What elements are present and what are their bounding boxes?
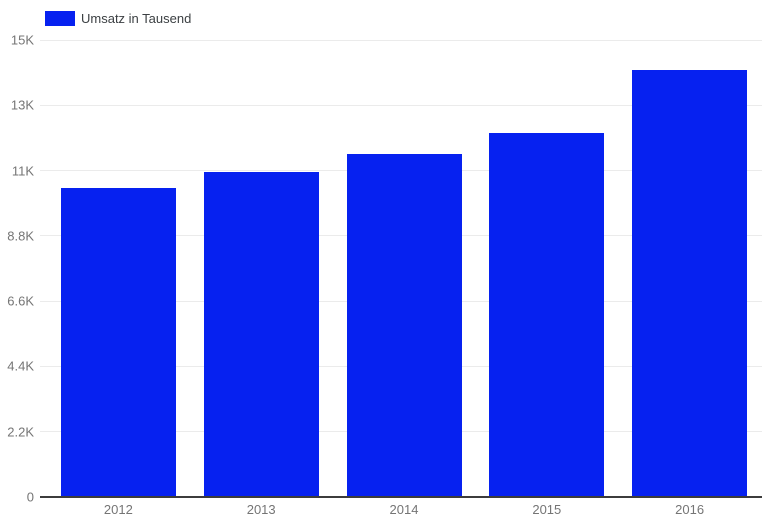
legend: Umsatz in Tausend xyxy=(45,11,191,26)
gridline-13K xyxy=(40,104,762,106)
y-axis-label-0: 0 xyxy=(26,489,34,505)
x-axis-label-2016: 2016 xyxy=(675,502,705,517)
y-axis-label-15K: 15K xyxy=(10,32,34,48)
x-axis-line xyxy=(40,496,762,498)
x-axis-label-2015: 2015 xyxy=(532,502,562,517)
y-axis-label-2.2K: 2.2K xyxy=(7,424,34,440)
bar-2014[interactable] xyxy=(346,154,462,497)
y-axis-label-11K: 11K xyxy=(11,163,34,179)
x-axis-label-2014: 2014 xyxy=(389,502,419,517)
y-axis-label-6.6K: 6.6K xyxy=(7,293,34,309)
gridline-15K xyxy=(40,39,762,41)
legend-swatch-icon xyxy=(45,11,75,26)
y-axis-label-8.8K: 8.8K xyxy=(7,228,34,244)
bar-2012[interactable] xyxy=(60,188,176,497)
bar-2015[interactable] xyxy=(489,133,605,497)
bar-2016[interactable] xyxy=(632,69,748,497)
x-axis-label-2013: 2013 xyxy=(246,502,276,517)
legend-label: Umsatz in Tausend xyxy=(81,11,192,26)
x-axis-label-2012: 2012 xyxy=(103,502,133,517)
y-axis-label-13K: 13K xyxy=(10,97,34,113)
bar-2013[interactable] xyxy=(203,172,319,497)
y-axis-label-4.4K: 4.4K xyxy=(7,358,34,374)
